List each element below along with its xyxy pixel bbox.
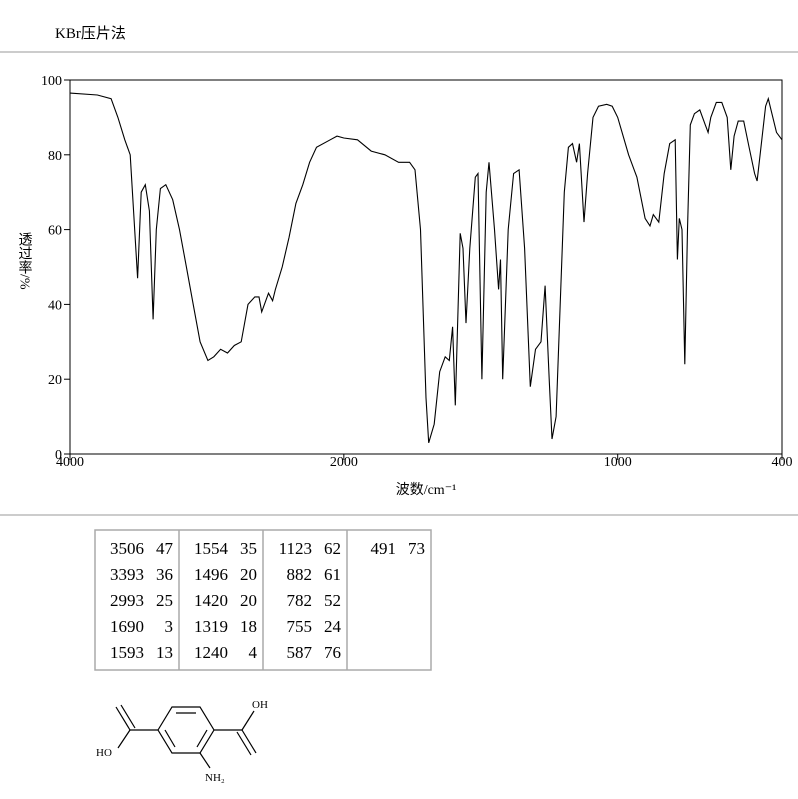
y-tick-label: 60 xyxy=(48,224,62,239)
atom-label: NH₂ xyxy=(205,772,225,784)
table-wavenumber: 491 xyxy=(371,539,397,558)
benzene-ring xyxy=(157,706,215,754)
table-wavenumber: 1554 xyxy=(194,539,229,558)
table-transmittance: 35 xyxy=(240,539,257,558)
table-wavenumber: 1123 xyxy=(279,539,312,558)
page-title: KBr压片法 xyxy=(55,25,126,42)
table-transmittance: 24 xyxy=(324,617,342,636)
y-tick-label: 20 xyxy=(48,373,62,388)
table-wavenumber: 3506 xyxy=(110,539,144,558)
table-wavenumber: 1496 xyxy=(194,565,228,584)
bond xyxy=(117,729,131,749)
table-wavenumber: 1690 xyxy=(110,617,144,636)
x-axis-label: 波数/cm⁻¹ xyxy=(396,482,457,498)
table-transmittance: 4 xyxy=(249,643,258,662)
table-wavenumber: 782 xyxy=(287,591,313,610)
table-wavenumber: 882 xyxy=(287,565,313,584)
table-transmittance: 47 xyxy=(156,539,174,558)
x-tick-label: 4000 xyxy=(56,455,84,470)
spectrum-line xyxy=(69,92,783,443)
bond xyxy=(120,704,136,729)
y-tick-label: 0 xyxy=(55,448,62,463)
bond xyxy=(241,710,255,731)
y-tick-label: 40 xyxy=(48,298,62,313)
table-wavenumber: 1240 xyxy=(194,643,228,662)
atom-label: HO xyxy=(96,747,112,759)
table-wavenumber: 1319 xyxy=(194,617,228,636)
bond xyxy=(115,706,131,731)
table-transmittance: 36 xyxy=(156,565,173,584)
bond xyxy=(199,752,211,769)
bond xyxy=(164,729,176,748)
y-axis-label: 透过率/% xyxy=(17,232,33,290)
table-transmittance: 13 xyxy=(156,643,173,662)
x-tick-label: 1000 xyxy=(604,455,632,470)
table-transmittance: 3 xyxy=(165,617,174,636)
table-transmittance: 18 xyxy=(240,617,257,636)
table-transmittance: 61 xyxy=(324,565,341,584)
x-tick-label: 400 xyxy=(772,455,793,470)
bond xyxy=(196,729,208,748)
table-transmittance: 25 xyxy=(156,591,173,610)
bond xyxy=(236,731,252,756)
table-wavenumber: 2993 xyxy=(110,591,144,610)
table-transmittance: 76 xyxy=(324,643,341,662)
atom-label: OH xyxy=(252,699,268,711)
y-tick-label: 100 xyxy=(41,74,62,89)
y-tick-label: 80 xyxy=(48,149,62,164)
table-wavenumber: 755 xyxy=(287,617,313,636)
table-wavenumber: 1593 xyxy=(110,643,144,662)
table-wavenumber: 1420 xyxy=(194,591,228,610)
table-transmittance: 73 xyxy=(408,539,425,558)
structure xyxy=(115,704,257,769)
plot-frame xyxy=(69,79,783,455)
x-tick-label: 2000 xyxy=(330,455,358,470)
table-transmittance: 52 xyxy=(324,591,341,610)
table-wavenumber: 587 xyxy=(287,643,313,662)
table-wavenumber: 3393 xyxy=(110,565,144,584)
bond xyxy=(241,729,257,754)
peak-table: 3506 47 1554 35 1123 62 491 73 3393 36 1496 20 882 61… xyxy=(94,529,432,671)
table-transmittance: 20 xyxy=(240,565,257,584)
table-transmittance: 62 xyxy=(324,539,341,558)
table-transmittance: 20 xyxy=(240,591,257,610)
